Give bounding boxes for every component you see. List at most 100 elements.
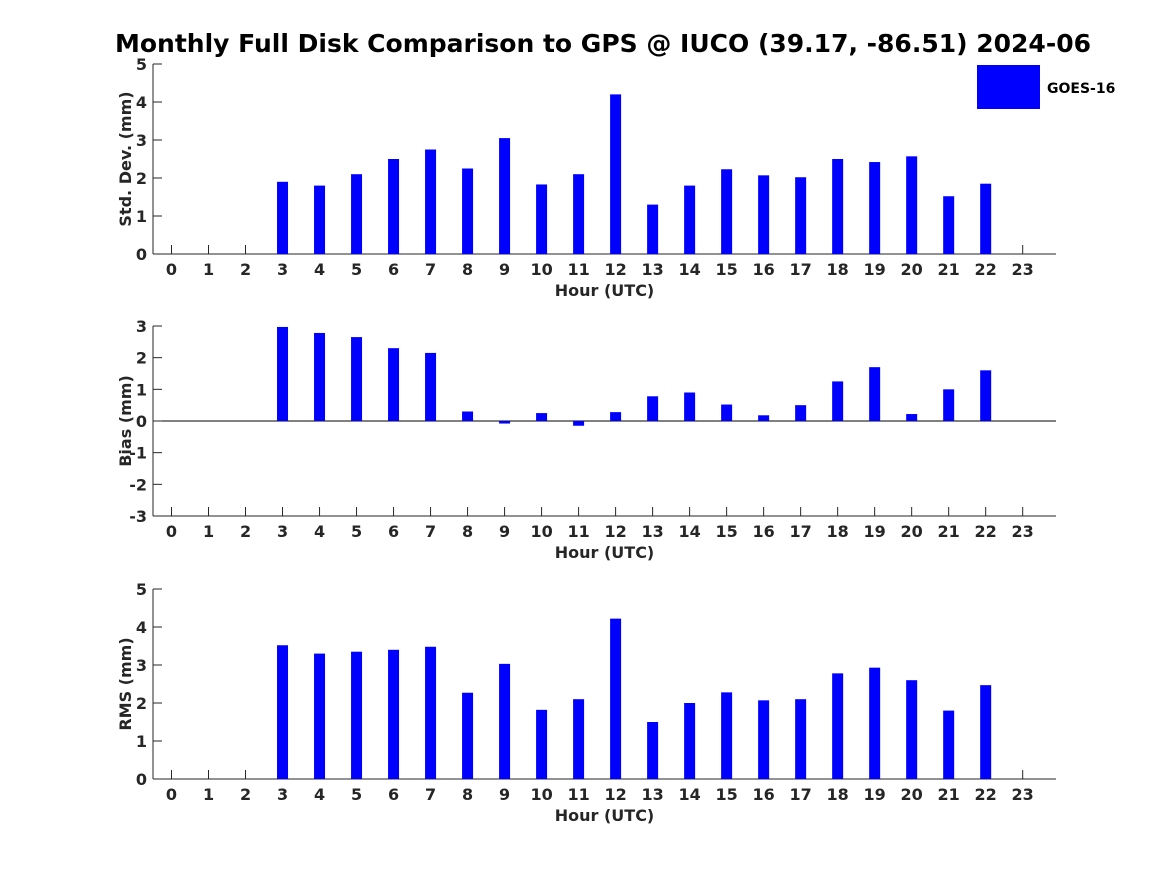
rms-bar — [536, 709, 548, 779]
stddev-x-tick-label: 2 — [240, 260, 251, 279]
stddev-y-tick-label: 1 — [136, 207, 147, 226]
bias-bar — [499, 421, 511, 424]
bias-bar — [351, 337, 363, 421]
rms-x-tick-label: 1 — [203, 785, 214, 804]
stddev-x-axis-label: Hour (UTC) — [555, 281, 655, 300]
bias-bar — [647, 396, 659, 421]
stddev-bar — [758, 175, 770, 254]
bias-bar — [869, 367, 881, 421]
stddev-x-tick-label: 3 — [277, 260, 288, 279]
bias-bar — [388, 348, 400, 421]
stddev-bar — [721, 169, 733, 254]
stddev-bar — [832, 159, 844, 254]
rms-y-axis-label: RMS (mm) — [116, 637, 135, 730]
rms-bar — [758, 700, 770, 779]
stddev-x-tick-label: 5 — [351, 260, 362, 279]
stddev-y-tick-label: 3 — [136, 131, 147, 150]
rms-y-tick-label: 3 — [136, 656, 147, 675]
bias-x-tick-label: 0 — [166, 522, 177, 541]
stddev-x-tick-label: 20 — [901, 260, 923, 279]
stddev-y-axis-label: Std. Dev. (mm) — [116, 91, 135, 226]
bias-x-tick-label: 1 — [203, 522, 214, 541]
rms-bar — [795, 699, 807, 779]
bias-x-tick-label: 23 — [1012, 522, 1034, 541]
bias-x-tick-label: 20 — [901, 522, 923, 541]
bias-y-tick-label: -1 — [129, 444, 147, 463]
bias-x-tick-label: 3 — [277, 522, 288, 541]
bias-x-tick-label: 8 — [462, 522, 473, 541]
bias-x-tick-label: 19 — [864, 522, 886, 541]
bias-y-tick-label: 3 — [136, 317, 147, 336]
stddev-x-tick-label: 22 — [975, 260, 997, 279]
bias-x-tick-label: 21 — [938, 522, 960, 541]
rms-bar — [425, 646, 437, 779]
rms-x-tick-label: 3 — [277, 785, 288, 804]
bias-x-tick-label: 16 — [753, 522, 775, 541]
bias-bar — [943, 389, 955, 421]
stddev-bar — [351, 174, 363, 254]
chart-title: Monthly Full Disk Comparison to GPS @ IU… — [115, 29, 1091, 58]
legend-swatch — [977, 65, 1040, 109]
rms-x-tick-label: 5 — [351, 785, 362, 804]
rms-x-tick-label: 23 — [1012, 785, 1034, 804]
rms-bar — [684, 703, 696, 779]
bias-x-tick-label: 4 — [314, 522, 325, 541]
rms-bar — [721, 692, 733, 779]
rms-x-tick-label: 6 — [388, 785, 399, 804]
bias-bar — [277, 326, 289, 421]
bias-x-tick-label: 10 — [530, 522, 552, 541]
stddev-x-tick-label: 1 — [203, 260, 214, 279]
stddev-bar — [795, 177, 807, 254]
bias-x-tick-label: 14 — [678, 522, 700, 541]
rms-x-tick-label: 17 — [790, 785, 812, 804]
bias-x-tick-label: 17 — [790, 522, 812, 541]
stddev-x-tick-label: 21 — [938, 260, 960, 279]
bias-bar — [314, 332, 326, 421]
stddev-x-tick-label: 7 — [425, 260, 436, 279]
bias-bar — [980, 370, 992, 421]
rms-x-tick-label: 22 — [975, 785, 997, 804]
rms-x-tick-label: 13 — [641, 785, 663, 804]
bias-y-tick-label: 0 — [136, 412, 147, 431]
rms-bar — [980, 685, 992, 779]
bias-bar — [795, 405, 807, 421]
rms-bar — [573, 699, 585, 779]
rms-x-tick-label: 19 — [864, 785, 886, 804]
stddev-y-tick-label: 5 — [136, 55, 147, 74]
stddev-bar — [906, 156, 918, 254]
stddev-x-tick-label: 8 — [462, 260, 473, 279]
rms-bar — [869, 667, 881, 779]
rms-x-axis-label: Hour (UTC) — [555, 806, 655, 825]
bias-y-tick-label: 2 — [136, 349, 147, 368]
stddev-x-tick-label: 16 — [753, 260, 775, 279]
stddev-bar — [943, 196, 955, 254]
bias-x-tick-label: 15 — [715, 522, 737, 541]
rms-x-tick-label: 15 — [715, 785, 737, 804]
rms-y-tick-label: 0 — [136, 770, 147, 789]
bias-x-tick-label: 13 — [641, 522, 663, 541]
rms-x-tick-label: 18 — [827, 785, 849, 804]
bias-bar — [684, 392, 696, 421]
legend: GOES-16 — [977, 65, 1115, 109]
stddev-bar — [277, 181, 289, 254]
stddev-bar — [684, 185, 696, 254]
rms-y-tick-label: 5 — [136, 580, 147, 599]
bias-bar — [906, 414, 918, 421]
stddev-bar — [425, 149, 437, 254]
rms-y-tick-label: 1 — [136, 732, 147, 751]
rms-bar — [832, 673, 844, 779]
bias-x-tick-label: 11 — [567, 522, 589, 541]
stddev-bar — [314, 185, 326, 254]
stddev-x-tick-label: 12 — [604, 260, 626, 279]
bias-bar — [610, 412, 622, 421]
stddev-bar — [980, 183, 992, 254]
bias-bar — [462, 411, 474, 421]
rms-x-tick-label: 10 — [530, 785, 552, 804]
stddev-bar — [573, 174, 585, 254]
stddev-x-tick-label: 19 — [864, 260, 886, 279]
stddev-bar — [610, 94, 622, 255]
bias-x-tick-label: 7 — [425, 522, 436, 541]
rms-x-tick-label: 7 — [425, 785, 436, 804]
bias-bar — [425, 352, 437, 421]
